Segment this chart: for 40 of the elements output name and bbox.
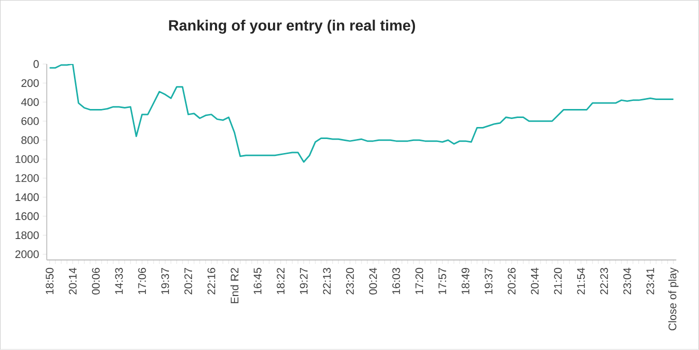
x-tick-label: 22:13 — [322, 268, 331, 294]
x-tick-label: 20:26 — [508, 268, 516, 294]
x-tick-label: 23:04 — [623, 268, 632, 294]
x-tick-label: 23:41 — [646, 268, 654, 294]
y-tick-label: 0 — [34, 60, 39, 68]
x-tick-label: 16:03 — [392, 268, 400, 294]
x-tick-label: 14:33 — [115, 268, 123, 294]
y-tick-label: 600 — [21, 117, 39, 126]
x-tick-label: 16:45 — [254, 268, 262, 294]
x-tick-label: 18:49 — [462, 268, 470, 294]
x-tick-label: 00:24 — [369, 268, 377, 295]
x-tick-label: 22:23 — [600, 268, 608, 294]
x-tick-label: 20:44 — [530, 268, 539, 294]
x-tick-label: 17:57 — [438, 268, 446, 294]
x-tick-label: 19:27 — [300, 268, 308, 294]
x-tick-label: 00:06 — [92, 268, 100, 295]
x-tick-label: 17:06 — [138, 268, 146, 294]
y-tick-label: 800 — [21, 136, 39, 144]
x-tick-label: 21:20 — [554, 268, 562, 294]
x-tick-label: 20:14 — [68, 268, 77, 294]
y-tick-label: 1200 — [16, 174, 39, 182]
y-tick-label: 1400 — [16, 193, 39, 202]
x-tick-label: 19:37 — [484, 268, 492, 294]
x-tick-label: 23:20 — [346, 268, 354, 294]
x-tick-label: 18:50 — [46, 268, 54, 294]
y-tick-label: 2000 — [15, 250, 39, 258]
x-tick-label: End R2 — [230, 268, 238, 304]
chart-title: Ranking of your entry (in real time) — [169, 20, 416, 34]
x-tick-label: 18:22 — [276, 268, 285, 294]
x-tick-label: Close of play — [668, 268, 678, 330]
x-tick-label: 22:16 — [207, 268, 216, 294]
y-tick-label: 1800 — [16, 231, 39, 240]
y-tick-label: 400 — [21, 98, 39, 106]
x-tick-label: 19:37 — [161, 268, 170, 294]
y-tick-label: 200 — [21, 79, 39, 88]
x-tick-label: 17:20 — [415, 268, 424, 294]
y-tick-label: 1000 — [16, 155, 39, 164]
y-tick-label: 1600 — [16, 212, 39, 220]
x-tick-label: 21:54 — [577, 268, 585, 294]
x-tick-label: 20:27 — [184, 268, 192, 294]
